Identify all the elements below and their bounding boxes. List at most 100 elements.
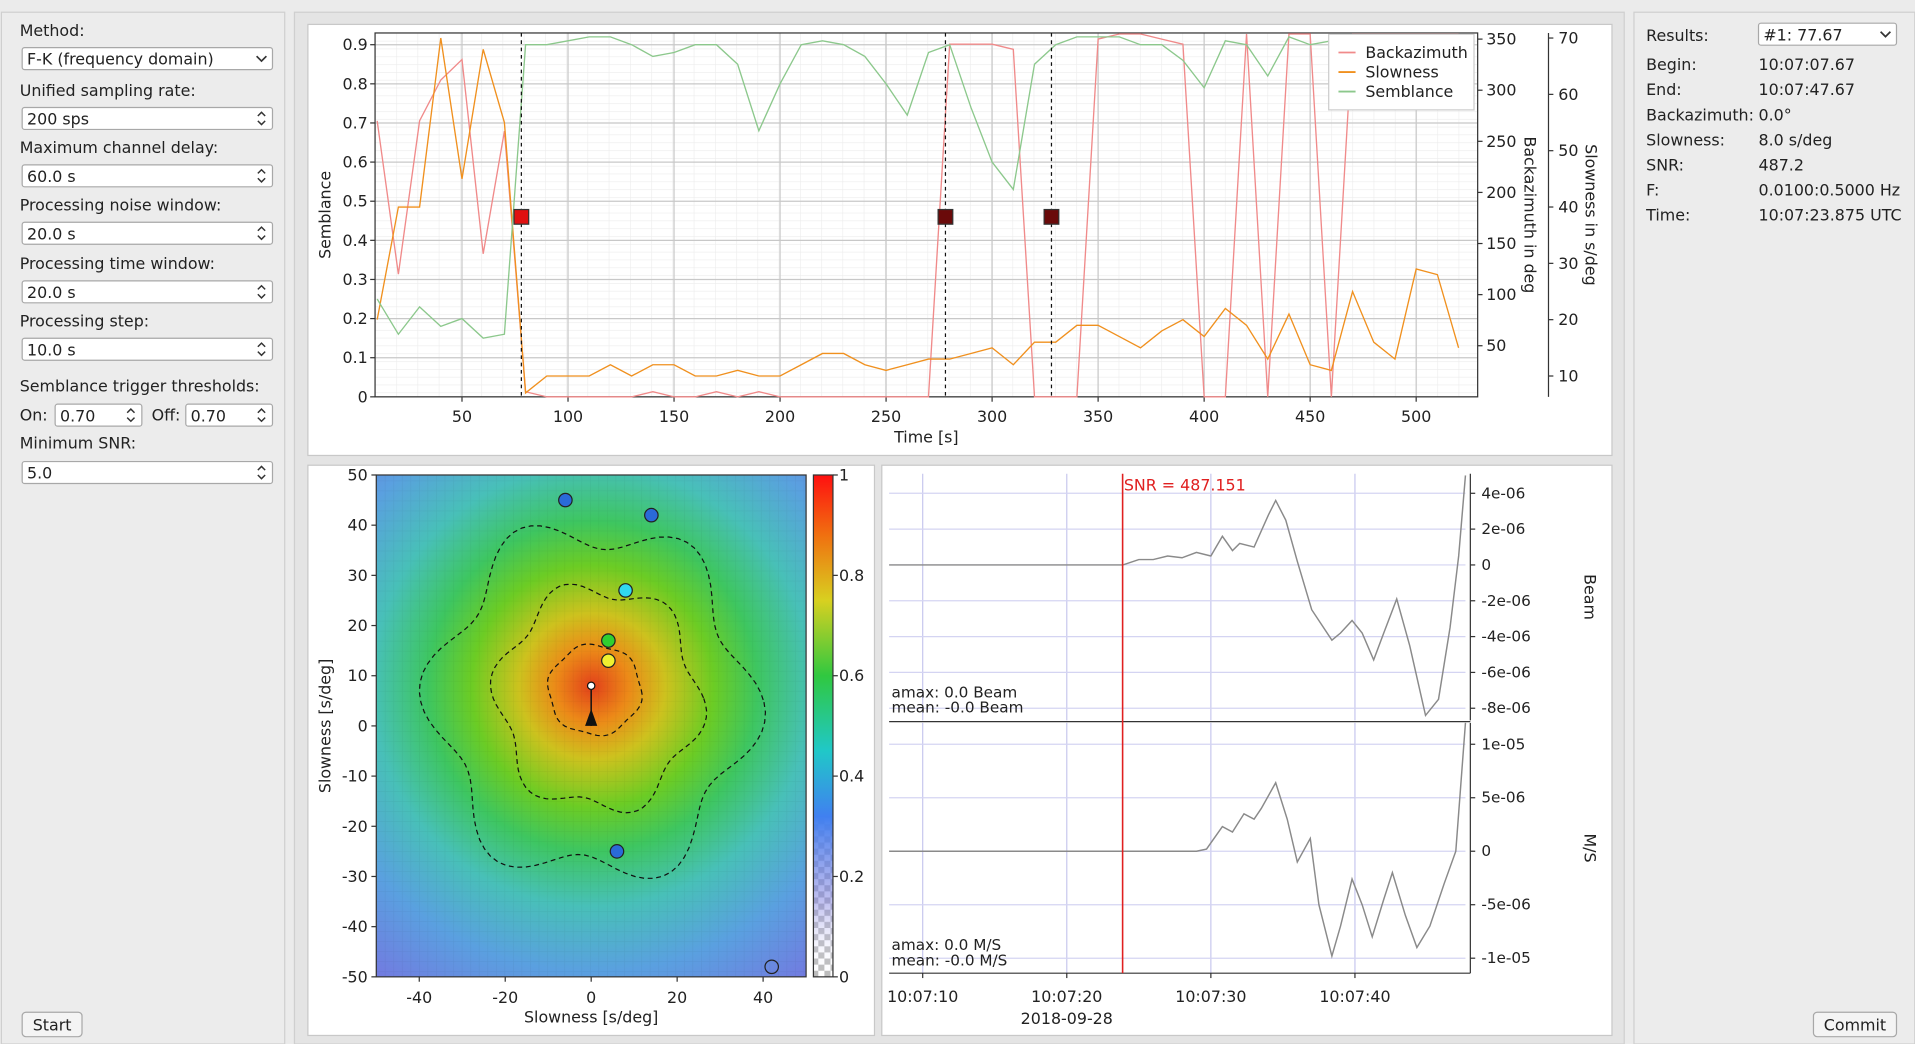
y2-tick-label: 300 <box>1486 81 1516 100</box>
on-spin[interactable] <box>54 403 143 427</box>
spin-down[interactable] <box>257 351 266 357</box>
peak-marker <box>586 681 596 691</box>
y-tick-label: 0.9 <box>342 35 367 54</box>
snr-spin[interactable] <box>21 460 274 485</box>
y-tick-label: 0.2 <box>342 309 367 328</box>
y3-tick-label: 20 <box>1558 310 1578 329</box>
spin-box-text[interactable]: 60.0 s <box>27 167 76 186</box>
spin-box-text[interactable]: 10.0 s <box>27 340 76 359</box>
results-combo-text[interactable]: #1: 77.67 <box>1763 25 1842 44</box>
results-panel <box>1633 11 1915 1044</box>
legend-label: Slowness <box>1365 63 1438 82</box>
method-combo[interactable] <box>21 47 274 71</box>
spin-up[interactable] <box>257 226 266 232</box>
contour-line <box>418 525 767 879</box>
x-tick-label: -40 <box>406 988 432 1007</box>
y-tick-label: 0.5 <box>342 192 367 211</box>
spin-down[interactable] <box>257 177 266 183</box>
spin-box[interactable] <box>21 337 274 361</box>
spin-box[interactable] <box>21 106 274 131</box>
field-label: Off: <box>152 406 181 425</box>
y2-tick-label: 250 <box>1486 132 1516 151</box>
field-label: Maximum channel delay: <box>20 138 219 157</box>
on-spin-text[interactable]: 0.70 <box>60 406 95 425</box>
y3-tick-label: 50 <box>1558 141 1578 160</box>
spin-box-text[interactable]: 20.0 s <box>27 224 76 243</box>
spin-down[interactable] <box>257 235 266 241</box>
spin-box[interactable] <box>21 221 274 245</box>
y-tick-label: 0.6 <box>342 153 367 172</box>
spin-up[interactable] <box>257 284 266 290</box>
panel-label: M/S <box>1581 833 1600 862</box>
spin-down[interactable] <box>257 417 266 423</box>
commit-button[interactable] <box>1812 1011 1898 1038</box>
spin-box[interactable] <box>21 280 274 304</box>
result-label: SNR: <box>1646 155 1684 174</box>
spin-box[interactable] <box>21 164 274 188</box>
spin-up[interactable] <box>257 168 266 174</box>
y-tick-label: -4e-06 <box>1481 628 1531 646</box>
y2-tick-label: 200 <box>1486 183 1516 202</box>
spin-up[interactable] <box>257 465 266 471</box>
y-axis-label: Slowness [s/deg] <box>315 659 334 793</box>
spin-up[interactable] <box>257 111 266 117</box>
y3-tick-label: 60 <box>1558 85 1578 104</box>
x-tick-label: 450 <box>1295 407 1325 426</box>
spin-down[interactable] <box>257 474 266 480</box>
spin-down[interactable] <box>126 417 136 423</box>
station-marker <box>609 844 625 859</box>
spin-down[interactable] <box>257 120 266 126</box>
spin-up[interactable] <box>126 408 136 414</box>
field-label: Minimum SNR: <box>20 434 136 453</box>
date-label: 2018-09-28 <box>1021 1009 1113 1028</box>
waveform-trace <box>889 722 1467 959</box>
station-marker <box>601 653 616 669</box>
results-combo[interactable] <box>1757 22 1898 46</box>
field-label: Unified sampling rate: <box>20 81 196 100</box>
colorbar <box>812 474 834 978</box>
spin-box-text[interactable]: 200 sps <box>27 110 89 129</box>
off-spin[interactable] <box>185 403 274 427</box>
x-tick-label: 10:07:20 <box>1031 987 1102 1006</box>
x-tick-label: 300 <box>977 407 1007 426</box>
spin-box-text[interactable]: 20.0 s <box>27 283 76 302</box>
dropdown-arrow[interactable] <box>1880 31 1891 38</box>
station-marker <box>764 959 780 975</box>
x-tick-label: 350 <box>1083 407 1113 426</box>
dropdown-arrow[interactable] <box>256 55 267 63</box>
method-combo-text[interactable]: F-K (frequency domain) <box>27 50 214 69</box>
spin-down[interactable] <box>257 293 266 299</box>
peak-arrow-head <box>585 708 598 726</box>
off-spin-text[interactable]: 0.70 <box>191 406 226 425</box>
annotation: amax: 0.0 M/S <box>892 936 1002 954</box>
commit-button-label[interactable]: Commit <box>1824 1016 1886 1035</box>
annotation: mean: -0.0 M/S <box>892 951 1008 969</box>
start-button-label[interactable]: Start <box>33 1016 72 1035</box>
x-tick-label: -20 <box>492 988 518 1007</box>
series-line <box>376 37 1460 395</box>
y2-tick-label: 150 <box>1486 234 1516 253</box>
snr-label: SNR = 487.151 <box>1124 475 1246 494</box>
spin-up[interactable] <box>257 408 266 414</box>
x-axis-label: Time [s] <box>893 428 959 447</box>
field-label: On: <box>20 406 48 425</box>
contour-line <box>546 643 643 737</box>
snr-spin-text[interactable]: 5.0 <box>27 464 52 483</box>
y3-tick-label: 10 <box>1558 367 1578 386</box>
y2-tick-label: 100 <box>1486 285 1516 304</box>
y2-tick-label: 50 <box>1486 336 1506 355</box>
y-tick-label: 2e-06 <box>1481 520 1525 538</box>
result-value: 8.0 s/deg <box>1759 130 1833 149</box>
y2-tick-label: 350 <box>1486 30 1516 49</box>
trigger-marker <box>1043 208 1060 225</box>
y3-tick-label: 70 <box>1558 29 1578 48</box>
result-value: 0.0° <box>1759 105 1792 124</box>
y-tick-label: 0.8 <box>342 74 367 93</box>
legend-label: Backazimuth <box>1365 43 1467 62</box>
spin-up[interactable] <box>257 342 266 348</box>
start-button[interactable] <box>21 1011 83 1038</box>
y-tick-label: 0 <box>1481 556 1491 574</box>
y-tick-label: -40 <box>342 917 368 936</box>
field-label: Results: <box>1646 26 1709 45</box>
